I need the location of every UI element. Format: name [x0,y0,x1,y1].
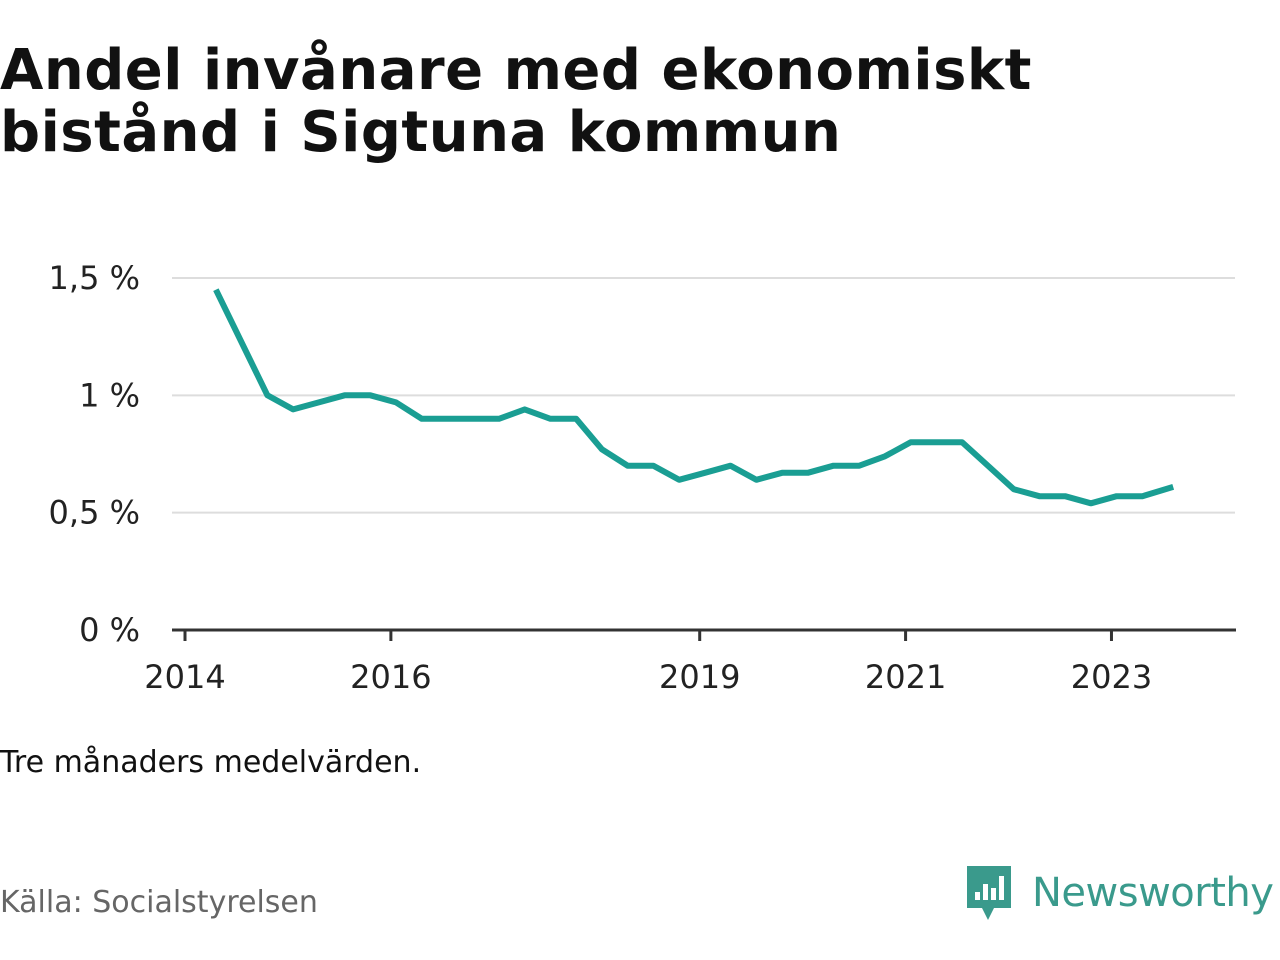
x-tick-label: 2019 [659,658,740,696]
y-tick-label: 0,5 % [49,494,140,532]
x-axis: 2014 2016 2019 2021 2023 [144,628,1236,696]
x-tick-label: 2021 [865,658,946,696]
y-tick-label: 0 % [79,611,140,649]
chart-note: Tre månaders medelvärden. [0,745,422,780]
y-tick-label: 1,5 % [49,259,140,297]
y-axis: 0 % 0,5 % 1 % 1,5 % [49,259,140,649]
brand-name: Newsworthy [1032,870,1274,916]
source-credit: Källa: Socialstyrelsen [0,885,318,920]
gridlines [172,277,1235,514]
chart-title: Andel invånare med ekonomiskt bistånd i … [0,38,1032,165]
line-chart: 0 % 0,5 % 1 % 1,5 % 2014 2016 2019 2021 2023 [49,259,1236,696]
brand-logo: Newsworthy [964,862,1274,924]
y-tick-label: 1 % [79,376,140,414]
series-line [213,288,1175,507]
series-layer [213,288,1175,507]
x-tick-label: 2014 [144,658,225,696]
x-tick-label: 2016 [350,658,431,696]
newsworthy-logo-icon [967,866,1011,920]
x-tick-label: 2023 [1071,658,1152,696]
